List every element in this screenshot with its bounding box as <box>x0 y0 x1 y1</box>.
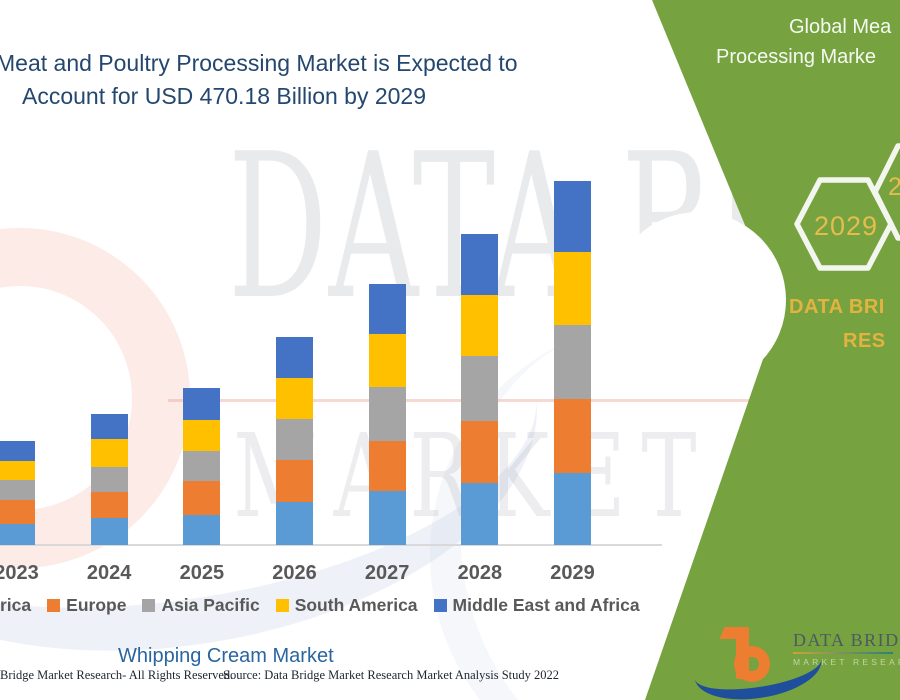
legend-swatch-icon <box>433 599 447 612</box>
x-axis-label-2029: 2029 <box>550 562 595 584</box>
bar-2028 <box>461 233 499 545</box>
hexagon2-year-fragment: 2 <box>888 173 900 201</box>
bar-2029 <box>554 180 592 545</box>
bar-segment-asia-pacific <box>554 324 592 399</box>
bar-segment-north-america <box>0 524 35 545</box>
bar-segment-asia-pacific <box>0 480 35 501</box>
bar-2023 <box>0 440 35 545</box>
bar-segment-south-america <box>554 252 592 325</box>
banner-heading-line1: Global Mea <box>789 16 892 38</box>
banner-brand-line1: DATA BRI <box>789 296 885 318</box>
footer-copyright: Bridge Market Research- All Rights Reser… <box>0 668 234 682</box>
logo-b-bowl-icon <box>734 646 770 682</box>
bar-2027 <box>368 283 406 545</box>
bar-segment-europe <box>183 480 221 515</box>
x-axis-label-2028: 2028 <box>457 562 503 584</box>
bar-segment-asia-pacific <box>90 466 128 492</box>
legend-label: Middle East and Africa <box>452 595 640 615</box>
hexagon-year-label: 2029 <box>813 211 879 241</box>
banner-brand-line2: RES <box>843 330 886 352</box>
bar-segment-south-america <box>276 378 313 420</box>
bar-segment-south-america <box>368 333 406 387</box>
bar-2024 <box>90 414 128 545</box>
x-axis-label-2026: 2026 <box>272 562 317 584</box>
legend-item: Europe <box>47 595 126 616</box>
bar-segment-europe <box>276 459 313 502</box>
x-axis-line <box>0 544 662 546</box>
bar-segment-europe <box>554 398 592 474</box>
bar-segment-middle-east-and-africa <box>554 180 592 253</box>
logo-subtitle: MARKET RESEARCH <box>793 657 900 667</box>
bar-segment-south-america <box>183 419 221 451</box>
legend-item: South America <box>275 595 418 616</box>
legend-item: rica <box>0 595 31 616</box>
legend-swatch-icon <box>47 599 61 612</box>
x-axis-label-2025: 2025 <box>179 562 225 584</box>
bar-segment-middle-east-and-africa <box>461 233 499 295</box>
bar-segment-north-america <box>461 483 499 545</box>
bar-segment-middle-east-and-africa <box>0 440 35 461</box>
footer-report-title: Whipping Cream Market <box>118 645 334 667</box>
bar-segment-south-america <box>90 439 128 467</box>
bar-segment-middle-east-and-africa <box>90 414 128 440</box>
bar-segment-south-america <box>461 294 499 357</box>
bar-segment-europe <box>461 420 499 484</box>
legend-label: Asia Pacific <box>161 595 260 615</box>
bar-segment-europe <box>0 500 35 525</box>
legend-item: Asia Pacific <box>142 595 260 616</box>
legend-swatch-icon <box>142 599 156 612</box>
bar-segment-south-america <box>0 460 35 481</box>
logo-underline <box>793 652 893 654</box>
bar-segment-north-america <box>183 514 221 545</box>
bar-segment-north-america <box>368 490 406 545</box>
bar-segment-middle-east-and-africa <box>183 388 221 420</box>
legend-swatch-icon <box>275 599 289 612</box>
bar-segment-middle-east-and-africa <box>368 283 406 334</box>
bar-segment-middle-east-and-africa <box>276 337 313 379</box>
legend-item: Middle East and Africa <box>433 595 640 616</box>
bar-segment-north-america <box>90 517 128 545</box>
banner-heading-line2: Processing Marke <box>716 46 877 68</box>
bar-segment-asia-pacific <box>183 450 221 481</box>
decorative-circle <box>610 212 786 388</box>
x-axis-label-2024: 2024 <box>86 562 132 584</box>
legend-label: South America <box>294 595 418 615</box>
x-axis-label-2027: 2027 <box>364 562 410 584</box>
legend-label: rica <box>0 595 32 615</box>
x-axis-label-2023: 2023 <box>0 562 39 584</box>
bar-2025 <box>183 388 221 545</box>
bar-segment-asia-pacific <box>276 419 313 460</box>
page-title-line1: Meat and Poultry Processing Market is Ex… <box>0 50 518 76</box>
bar-segment-north-america <box>554 473 592 545</box>
bar-segment-europe <box>90 491 128 518</box>
legend-label: Europe <box>66 595 127 615</box>
bar-2026 <box>276 337 313 545</box>
bar-segment-north-america <box>276 501 313 545</box>
footer-source: Source: Data Bridge Market Research Mark… <box>223 668 560 682</box>
bar-segment-asia-pacific <box>368 386 406 441</box>
hexagon-icons <box>794 143 900 271</box>
page-title-line2: Account for USD 470.18 Billion by 2029 <box>22 83 427 109</box>
chart-legend: rica Europe Asia Pacific South America Middl… <box>0 595 680 616</box>
bar-segment-asia-pacific <box>461 356 499 421</box>
logo-wordmark: DATA BRIDGE <box>793 630 900 650</box>
bar-segment-europe <box>368 440 406 491</box>
